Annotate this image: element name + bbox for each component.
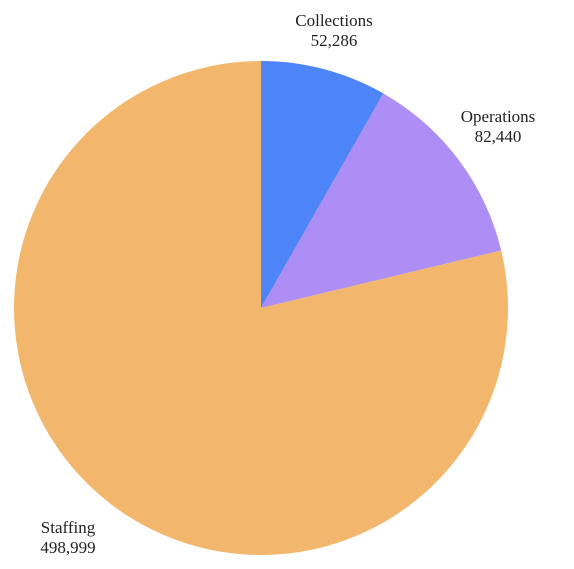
slice-value-operations: 82,440 xyxy=(475,127,522,146)
slice-value-staffing: 498,999 xyxy=(40,538,95,557)
slice-label-staffing: Staffing xyxy=(41,518,96,537)
pie-slice-operations xyxy=(261,93,502,308)
pie-slice-staffing xyxy=(14,60,509,556)
pie-slices xyxy=(14,60,509,556)
slice-label-operations: Operations xyxy=(461,107,536,126)
slice-value-collections: 52,286 xyxy=(311,31,358,50)
pie-slice-collections xyxy=(261,61,384,308)
slice-label-collections: Collections xyxy=(295,11,372,30)
